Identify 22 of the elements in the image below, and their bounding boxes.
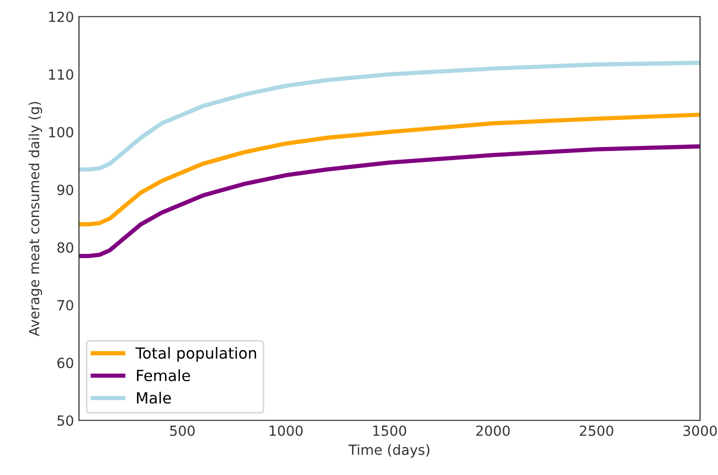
x-tick-label: 1500 (373, 425, 406, 436)
y-tick-label: 70 (58, 300, 74, 310)
y-tick-label: 60 (57, 358, 74, 368)
y-tick-label: 90 (57, 184, 74, 196)
y-tick-label: 50 (58, 415, 74, 426)
line-series (78, 112, 700, 226)
x-tick-label: 1000 (270, 425, 303, 436)
line-series (78, 144, 700, 258)
legend-label: Total population (135, 346, 256, 362)
y-tick-label: 120 (49, 12, 74, 22)
x-tick-label: 3000 (683, 425, 717, 436)
y-tick-label: 110 (49, 69, 74, 80)
x-tick-label: 500 (170, 425, 195, 436)
legend-label: Female (137, 369, 190, 382)
y-axis-title: Average meat consumed daily (g) (28, 102, 42, 336)
x-tick-label: 2500 (580, 425, 614, 436)
legend-label: Male (137, 392, 171, 404)
y-tick-label: 100 (49, 126, 74, 138)
y-tick-label: 80 (57, 242, 74, 253)
x-tick-label: 2000 (476, 425, 510, 436)
x-axis-title: Time (days) (348, 444, 430, 458)
line-series (78, 60, 700, 172)
